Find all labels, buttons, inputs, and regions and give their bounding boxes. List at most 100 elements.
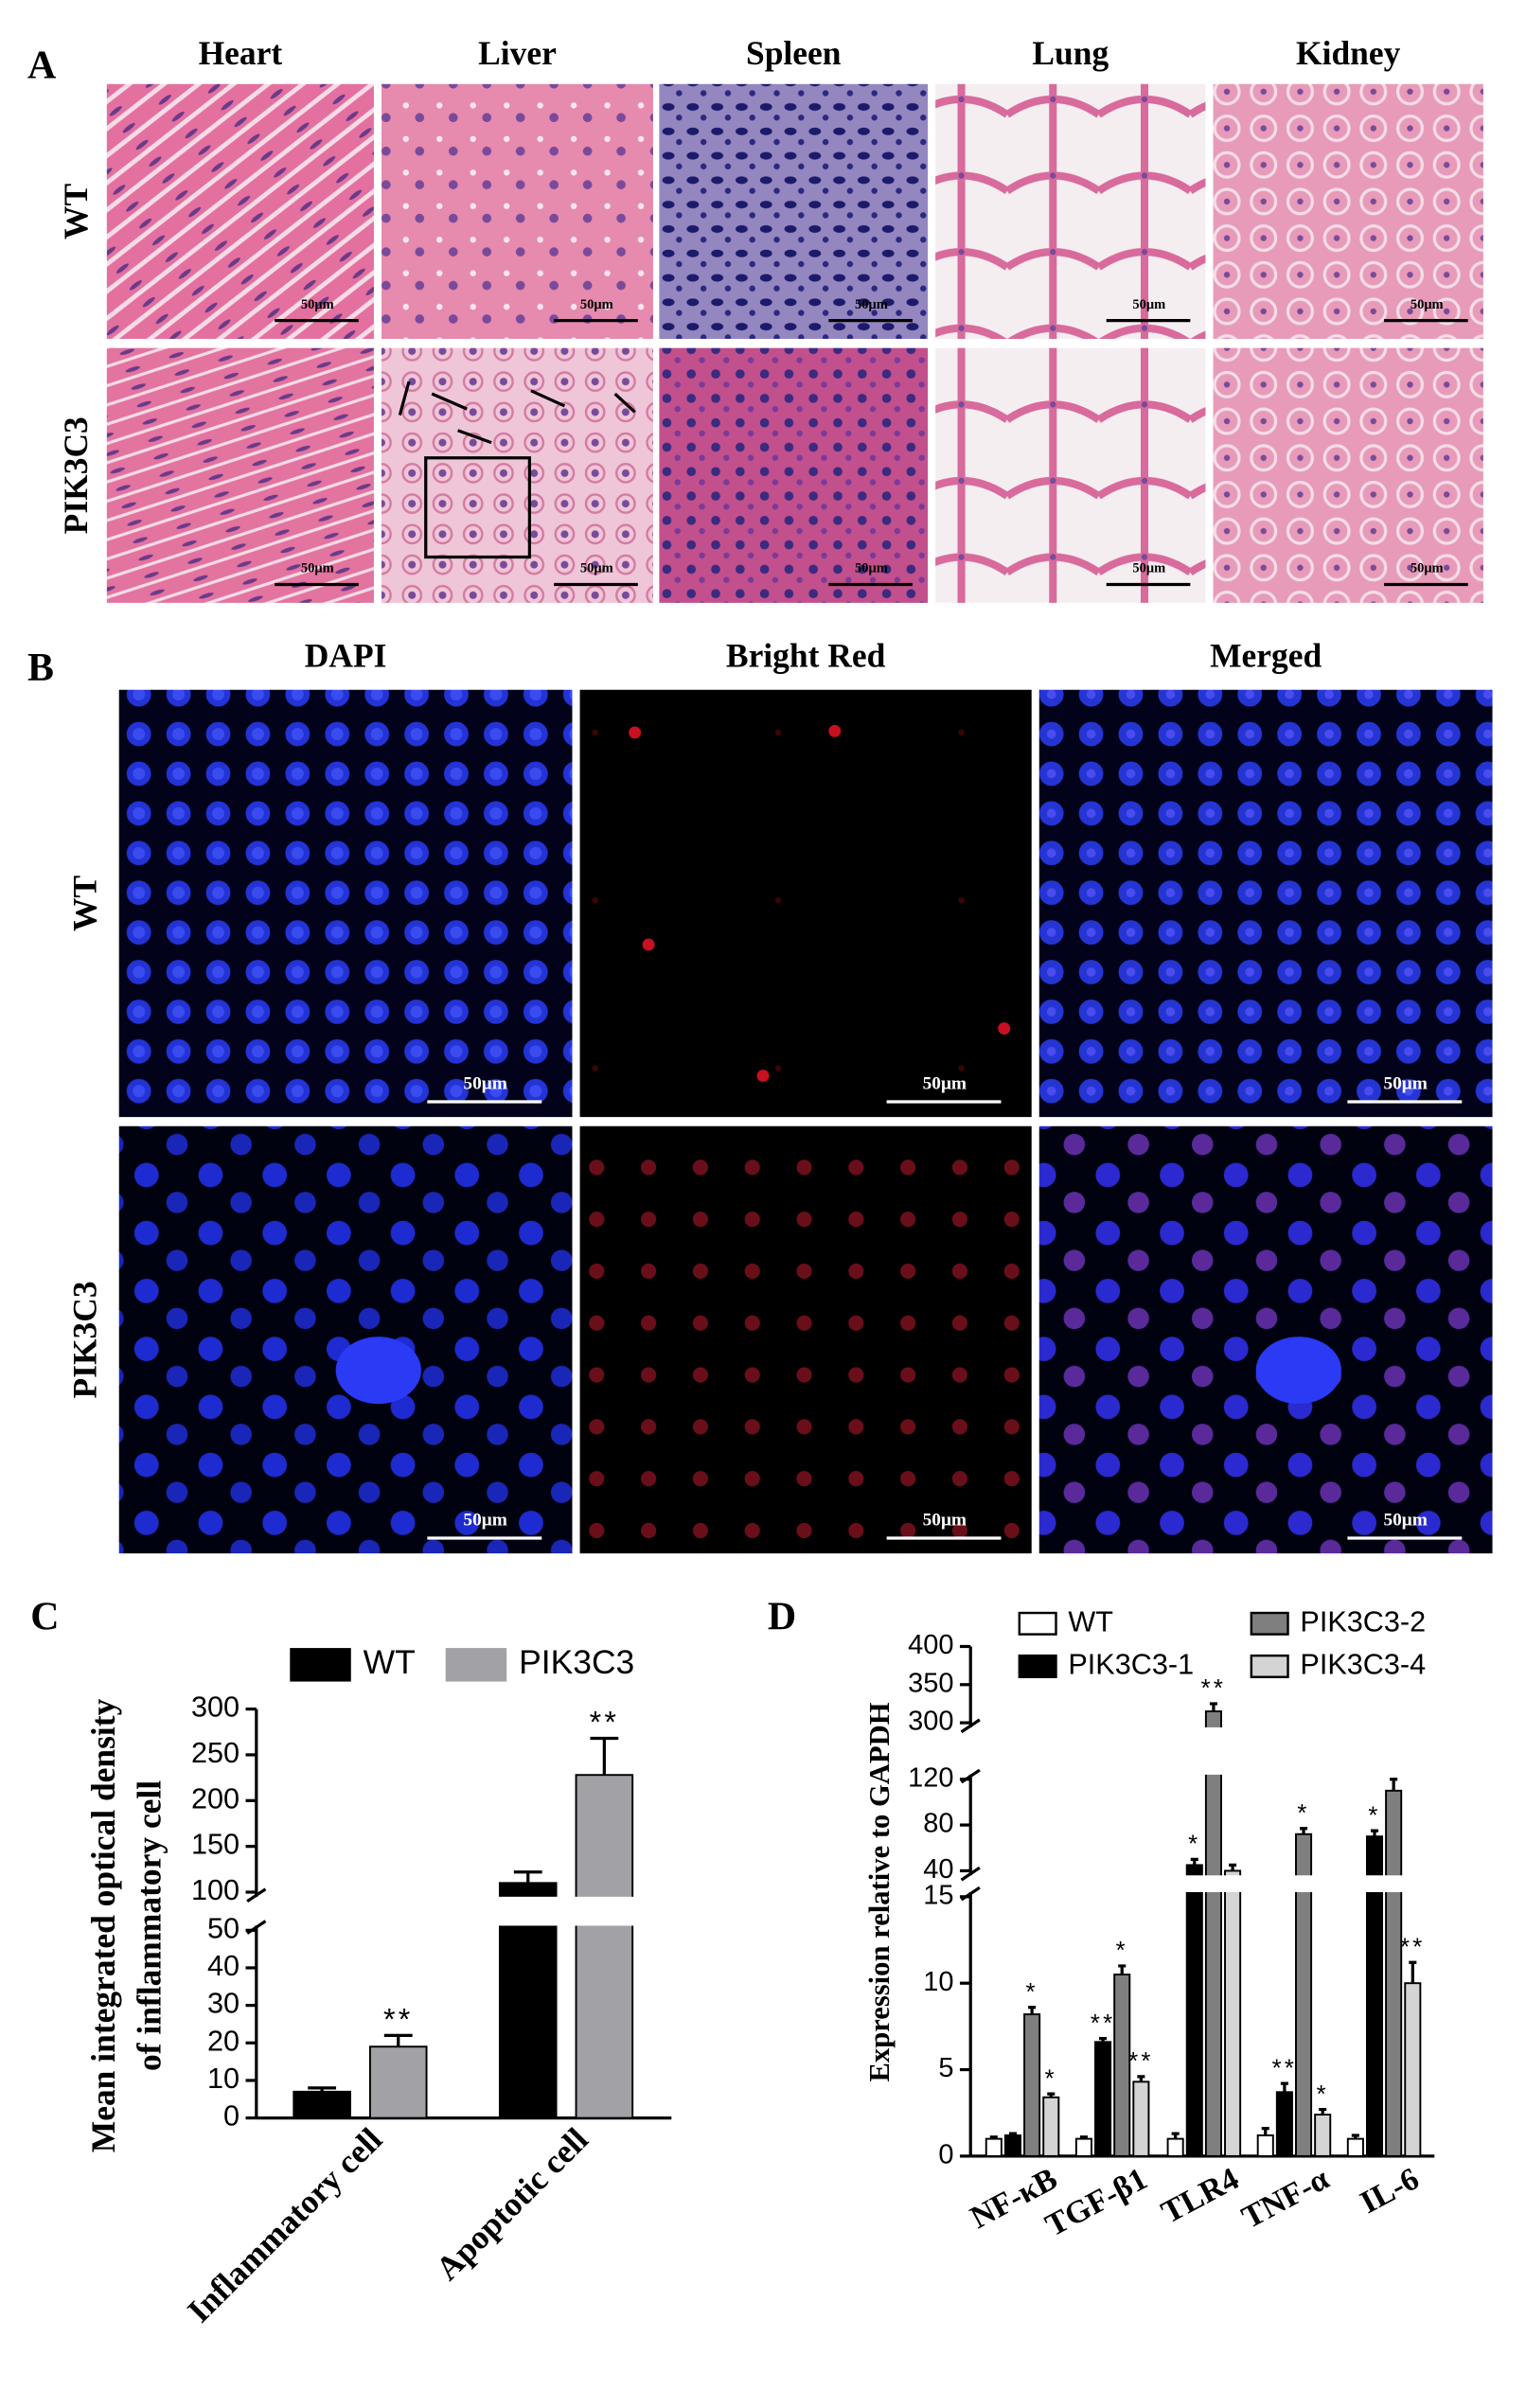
scale-bar-label: 50μm — [1132, 297, 1165, 312]
red-cell — [828, 724, 842, 737]
bar — [1042, 2096, 1060, 2157]
panel-a: A Heart Liver Spleen Lung Kidney WT 50μm 50μm 50… — [27, 34, 1483, 603]
red-cell — [756, 1070, 770, 1083]
y-tick-label: 300 — [908, 1707, 953, 1737]
axis-break-mark — [960, 1718, 981, 1784]
significance-label: ** — [1272, 2055, 1298, 2081]
scale-bar-label: 50μm — [855, 297, 888, 312]
scale-bar-label: 50μm — [855, 561, 888, 576]
error-bar — [1099, 2037, 1108, 2043]
legend-swatch — [290, 1648, 351, 1682]
row-label: PIK3C3 — [66, 1281, 104, 1398]
y-tick-label: 250 — [191, 1737, 240, 1769]
x-tick-label: Inflammatory cell — [180, 2120, 389, 2329]
scale-bar-label: 50μm — [1411, 561, 1444, 576]
error-bar — [1209, 1702, 1217, 1711]
legend-swatch — [445, 1648, 507, 1682]
scale-bar-label: 50μm — [1383, 1511, 1427, 1531]
fluorescence-image — [118, 1125, 573, 1554]
bar — [1404, 1982, 1422, 2157]
bar — [1314, 2114, 1332, 2157]
scale-bar-label: 50μm — [1383, 1074, 1427, 1094]
x-tick-label: TNF-α — [1236, 2161, 1335, 2236]
annotations — [398, 381, 636, 559]
error-bar — [1370, 1829, 1379, 1837]
significance-label: * — [1188, 1832, 1200, 1858]
y-tick-label: 350 — [908, 1668, 953, 1698]
scale-bar-label: 50μm — [463, 1074, 506, 1094]
micrograph — [1213, 83, 1483, 339]
significance-label: * — [1368, 1802, 1380, 1829]
error-bar — [1409, 1960, 1417, 1984]
significance-label: ** — [1091, 2010, 1116, 2037]
significance-label: ** — [1400, 1935, 1426, 1961]
x-tick-label: IL-6 — [1355, 2161, 1425, 2221]
legend-swatch — [1018, 1654, 1057, 1678]
bar — [1385, 1789, 1403, 2157]
error-bar — [1079, 2135, 1088, 2139]
column-header: DAPI — [305, 637, 387, 675]
error-bar — [1008, 2132, 1017, 2135]
bar — [1023, 2013, 1041, 2157]
column-header: Lung — [1032, 34, 1109, 72]
significance-label: * — [1025, 1979, 1038, 2006]
error-bar — [1351, 2134, 1359, 2139]
bar — [1132, 2080, 1150, 2157]
y-tick-label: 0 — [223, 2100, 240, 2133]
y-tick-label: 200 — [191, 1782, 240, 1815]
y-tick-label: 5 — [938, 2053, 953, 2083]
scale-bar-label: 50μm — [923, 1511, 967, 1531]
legend-label: PIK3C3 — [519, 1643, 634, 1681]
legend-label: WT — [1068, 1605, 1113, 1638]
error-bar — [1280, 2081, 1288, 2093]
significance-label: ** — [1201, 1675, 1227, 1702]
bar — [1094, 2041, 1112, 2157]
y-axis-label: Mean integrated optical density — [84, 1698, 122, 2152]
legend-swatch — [1250, 1654, 1289, 1678]
error-bar — [1390, 1778, 1398, 1791]
y-tick-label: 150 — [191, 1829, 240, 1861]
error-bar — [513, 1870, 542, 1884]
bar — [1275, 2091, 1293, 2157]
error-bar — [1319, 2107, 1327, 2116]
fluorescence-image — [1038, 1125, 1493, 1554]
micrograph — [935, 83, 1206, 339]
column-header: Liver — [478, 34, 557, 72]
panel-b: B DAPI Bright Red Merged WT 50μm 50μm 50μm PIK3… — [27, 637, 1493, 1554]
axis-break-mark — [960, 1866, 981, 1902]
legend-label: PIK3C3-1 — [1068, 1649, 1194, 1681]
panel-label: D — [768, 1596, 796, 1639]
panel-label: A — [27, 44, 56, 87]
y-tick-label: 120 — [908, 1762, 953, 1793]
error-bar — [989, 2135, 998, 2139]
y-axis-label: Expression relative to GAPDH — [863, 1702, 896, 2081]
chart: C Mean integrated optical density of infla… — [30, 1596, 672, 2329]
column-header: Heart — [199, 34, 283, 72]
x-tick-label: TLR4 — [1156, 2161, 1245, 2230]
row-label: WT — [66, 876, 104, 931]
significance-label: ** — [1128, 2048, 1154, 2075]
column-header: Spleen — [746, 34, 842, 72]
fluorescence-image — [1038, 689, 1493, 1118]
micrograph — [659, 83, 929, 339]
panel-label: B — [27, 646, 54, 690]
error-bar — [1028, 2006, 1037, 2015]
significance-label: * — [1045, 2065, 1057, 2092]
legend-label: PIK3C3-4 — [1300, 1649, 1426, 1681]
error-bar — [1137, 2075, 1145, 2082]
scale-bar-label: 50μm — [301, 561, 334, 576]
bar — [575, 1774, 634, 2119]
y-tick-label: 40 — [923, 1854, 953, 1885]
legend-swatch — [1250, 1611, 1289, 1636]
x-tick-label: Apoptotic cell — [428, 2120, 595, 2288]
bar — [1003, 2134, 1021, 2157]
bar — [293, 2090, 351, 2119]
y-tick-label: 50 — [207, 1912, 240, 1944]
legend-label: WT — [364, 1643, 416, 1681]
significance-label: * — [1116, 1938, 1128, 1964]
significance-label: * — [1317, 2081, 1329, 2108]
y-tick-label: 100 — [191, 1874, 240, 1906]
red-cell — [998, 1022, 1011, 1036]
micrograph — [935, 347, 1206, 603]
fluorescence-image — [579, 1125, 1032, 1554]
